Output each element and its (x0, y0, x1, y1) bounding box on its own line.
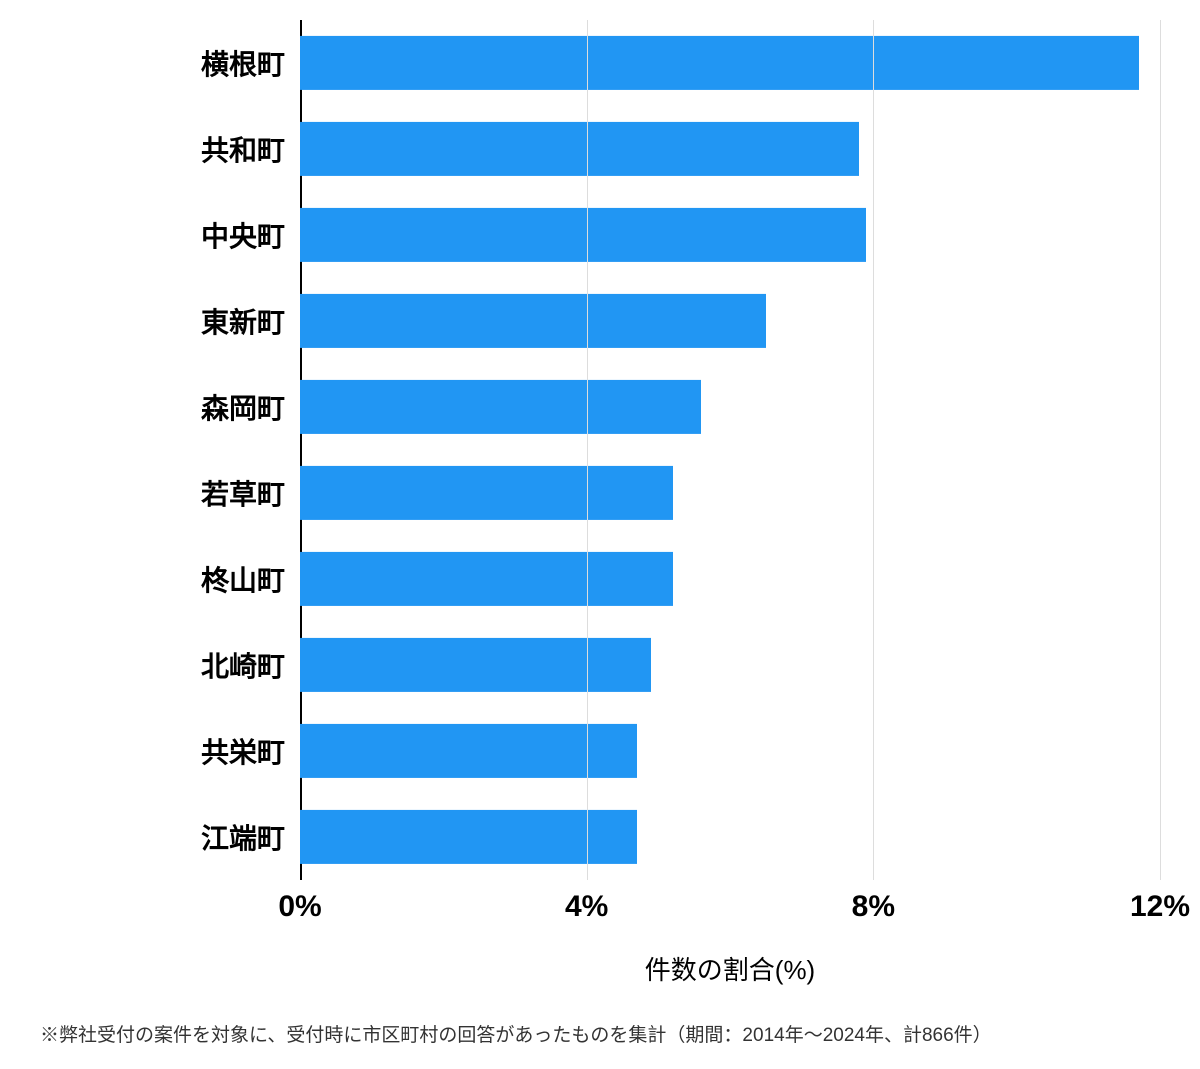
bar (300, 122, 859, 176)
bar-row: 共栄町 (300, 708, 1160, 794)
category-label: 共栄町 (120, 731, 285, 771)
x-tick-label: 4% (565, 890, 608, 924)
bar-row: 若草町 (300, 450, 1160, 536)
x-tick-label: 0% (278, 890, 321, 924)
bar (300, 208, 866, 262)
gridline (587, 20, 588, 880)
bar-row: 東新町 (300, 278, 1160, 364)
bar-row: 横根町 (300, 20, 1160, 106)
bar (300, 36, 1139, 90)
category-label: 東新町 (120, 301, 285, 341)
chart-container: 横根町共和町中央町東新町森岡町若草町柊山町北崎町共栄町江端町 件数の割合(%) … (120, 20, 1180, 920)
footnote-text: ※弊社受付の案件を対象に、受付時に市区町村の回答があったものを集計（期間：201… (40, 1020, 992, 1047)
plot-area: 横根町共和町中央町東新町森岡町若草町柊山町北崎町共栄町江端町 (300, 20, 1160, 880)
category-label: 柊山町 (120, 559, 285, 599)
category-label: 中央町 (120, 215, 285, 255)
bar-row: 森岡町 (300, 364, 1160, 450)
bar-row: 中央町 (300, 192, 1160, 278)
bar (300, 466, 673, 520)
category-label: 共和町 (120, 129, 285, 169)
bar-row: 共和町 (300, 106, 1160, 192)
bar (300, 638, 651, 692)
x-axis-title: 件数の割合(%) (300, 950, 1160, 987)
bar (300, 380, 701, 434)
bar (300, 552, 673, 606)
category-label: 森岡町 (120, 387, 285, 427)
category-label: 江端町 (120, 817, 285, 857)
category-label: 北崎町 (120, 645, 285, 685)
category-label: 横根町 (120, 43, 285, 83)
category-label: 若草町 (120, 473, 285, 513)
bar-row: 江端町 (300, 794, 1160, 880)
bar (300, 294, 766, 348)
bar-row: 柊山町 (300, 536, 1160, 622)
bar-row: 北崎町 (300, 622, 1160, 708)
gridline (873, 20, 874, 880)
x-tick-label: 12% (1130, 890, 1190, 924)
gridline (1160, 20, 1161, 880)
x-tick-label: 8% (852, 890, 895, 924)
